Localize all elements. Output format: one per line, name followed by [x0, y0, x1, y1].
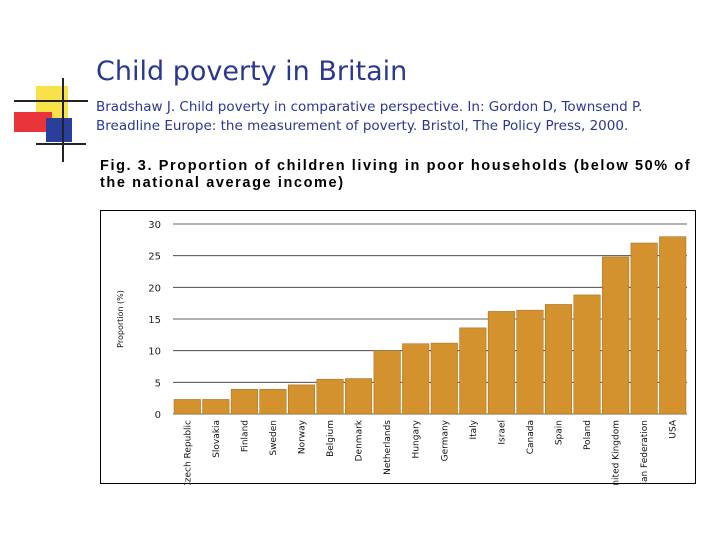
y-axis-label: Proportion (%)	[116, 290, 125, 348]
bar-1	[202, 399, 230, 415]
x-tick-label-11: Israel	[497, 420, 507, 445]
bar-12	[516, 309, 544, 415]
bar-16	[630, 242, 658, 415]
x-tick-label-0: Czech Republic	[183, 420, 193, 485]
decor-red-square	[14, 112, 52, 132]
citation: Bradshaw J. Child poverty in comparative…	[96, 99, 643, 134]
y-tick-label-10: 10	[148, 347, 161, 358]
bar-7	[373, 350, 401, 415]
bar-chart: 0 5 10 15 20 25 30 Proportion (%) Czech Republic…	[116, 220, 687, 485]
bar-8	[402, 343, 430, 415]
x-tick-label-8: Hungary	[412, 419, 422, 458]
x-tick-label-13: Spain	[555, 420, 565, 445]
bar-3	[259, 389, 287, 415]
bar-15	[602, 256, 630, 415]
x-tick-label-5: Belgium	[326, 420, 336, 457]
bar-13	[544, 304, 573, 415]
y-tick-label-25: 25	[148, 252, 161, 263]
x-tick-label-12: Canada	[526, 420, 536, 454]
x-tick-label-10: Italy	[469, 419, 479, 439]
figure-caption: Fig. 3. Proportion of children living in…	[100, 158, 692, 191]
y-tick-label-20: 20	[148, 283, 161, 294]
x-tick-label-1: Slovakia	[212, 420, 222, 458]
x-tick-label-17: USA	[669, 419, 679, 438]
y-tick-label-30: 30	[148, 220, 161, 231]
x-tick-label-4: Norway	[298, 419, 308, 454]
bar-2	[230, 389, 258, 415]
bar-4	[287, 384, 316, 415]
bar-14	[573, 294, 601, 415]
decor-blue-square	[46, 118, 72, 142]
bar-9	[430, 342, 458, 415]
x-tick-label-6: Denmark	[355, 419, 365, 461]
decor-horizontal-line-2	[36, 143, 86, 145]
x-tick-label-15: United Kingdom	[612, 420, 622, 485]
x-tick-label-14: Poland	[583, 420, 593, 450]
decor-horizontal-line	[14, 100, 88, 102]
x-tick-label-7: Netherlands	[383, 420, 393, 475]
bar-6	[345, 378, 373, 415]
bar-17	[659, 236, 687, 415]
x-tick-label-16: Russian Federation	[640, 420, 650, 485]
bar-11	[487, 311, 515, 415]
slide-title: Child poverty in Britain	[96, 56, 408, 87]
y-tick-label-15: 15	[148, 315, 161, 326]
bar-10	[459, 327, 487, 415]
y-tick-label-5: 5	[155, 378, 161, 389]
decor-vertical-line	[62, 78, 64, 162]
bar-5	[316, 378, 344, 415]
chart-frame: 0 5 10 15 20 25 30 Proportion (%) Czech Republic…	[100, 210, 696, 485]
x-tick-label-2: Finland	[240, 420, 250, 452]
x-tick-label-3: Sweden	[269, 420, 279, 456]
y-tick-label-0: 0	[155, 410, 161, 421]
bar-0	[173, 399, 201, 415]
x-tick-label-9: Germany	[440, 419, 450, 461]
